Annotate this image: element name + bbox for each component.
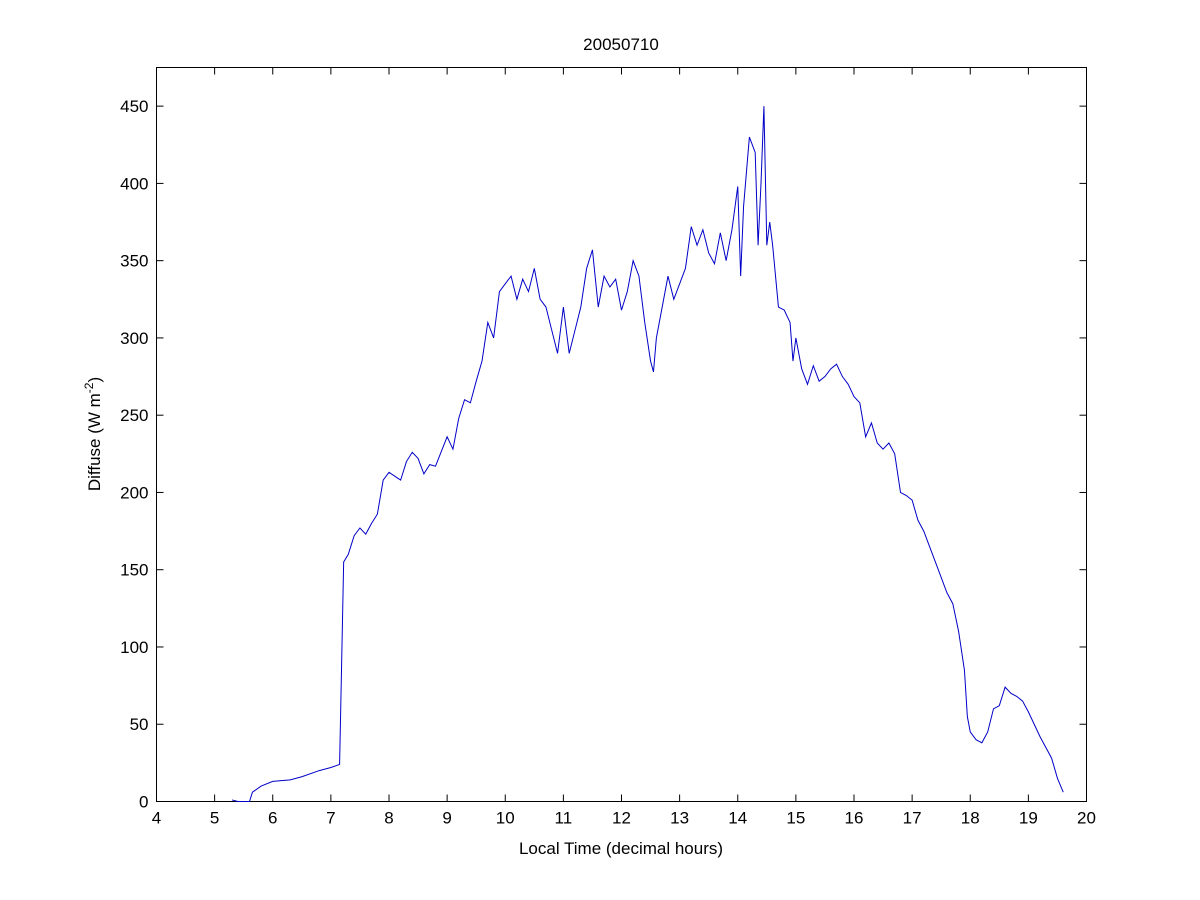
y-tick-label: 400 bbox=[120, 174, 148, 193]
y-tick-label: 250 bbox=[120, 406, 148, 425]
x-tick-label: 11 bbox=[555, 809, 573, 828]
y-tick-label: 100 bbox=[120, 638, 148, 657]
x-axis-label: Local Time (decimal hours) bbox=[519, 839, 723, 858]
x-tick-label: 5 bbox=[210, 809, 219, 828]
x-tick-label: 6 bbox=[268, 809, 277, 828]
y-tick-label: 0 bbox=[139, 793, 148, 812]
y-tick-label: 300 bbox=[120, 329, 148, 348]
y-axis-label-exponent: -2 bbox=[82, 382, 96, 393]
y-tick-label: 200 bbox=[120, 483, 148, 502]
y-tick-label: 150 bbox=[120, 561, 148, 580]
x-tick-label: 7 bbox=[326, 809, 335, 828]
x-tick-label: 17 bbox=[903, 809, 922, 828]
x-tick-label: 13 bbox=[670, 809, 689, 828]
data-line bbox=[231, 106, 1064, 802]
x-tick-label: 15 bbox=[786, 809, 805, 828]
y-axis-label-end: ) bbox=[85, 377, 104, 383]
x-tick-label: 10 bbox=[496, 809, 515, 828]
chart-title: 20050710 bbox=[583, 35, 659, 54]
y-axis-label: Diffuse (W m-2) bbox=[82, 377, 104, 491]
x-tick-label: 14 bbox=[728, 809, 747, 828]
x-tick-label: 18 bbox=[961, 809, 980, 828]
x-tick-label: 9 bbox=[442, 809, 451, 828]
y-tick-label: 50 bbox=[130, 715, 149, 734]
x-tick-label: 4 bbox=[152, 809, 161, 828]
y-tick-label: 350 bbox=[120, 252, 148, 271]
y-axis-label-text: Diffuse (W m bbox=[85, 393, 104, 491]
x-tick-label: 12 bbox=[612, 809, 631, 828]
x-tick-label: 8 bbox=[384, 809, 393, 828]
x-tick-label: 16 bbox=[845, 809, 864, 828]
x-tick-label: 20 bbox=[1077, 809, 1096, 828]
y-tick-label: 450 bbox=[120, 97, 148, 116]
x-tick-label: 19 bbox=[1019, 809, 1038, 828]
